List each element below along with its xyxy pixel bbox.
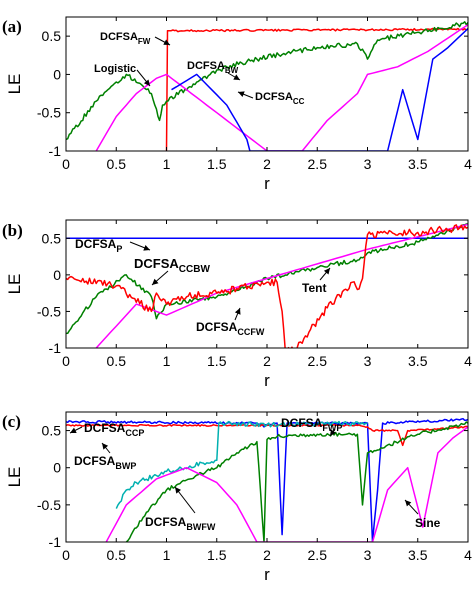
- x-tick-label: 1.5: [207, 547, 227, 563]
- annotation-arrowhead: [143, 245, 150, 251]
- y-axis-label: LE: [5, 274, 24, 295]
- x-tick-label: 2.5: [308, 156, 328, 172]
- series-line-dcfsa-fwp: [115, 420, 368, 509]
- y-tick-label: -0.5: [37, 497, 61, 513]
- series-line-dcfsa-bwfw: [125, 421, 468, 542]
- y-tick-label: -0.5: [37, 105, 61, 121]
- panel-2: 0 0.5 1 1.5 2 2.5 3 3.5 4 -1 -0.5 0 0.5 r LE (b) DCFSAP D…: [2, 219, 472, 390]
- y-tick-label: 0: [53, 66, 61, 82]
- y-tick-label: 0.5: [42, 230, 62, 246]
- x-tick-label: 3: [364, 156, 372, 172]
- annotation-label: Logistic: [94, 63, 136, 75]
- annotation-arrowhead: [323, 268, 330, 275]
- series-line-tent: [95, 223, 468, 348]
- x-tick-label: 3.5: [408, 547, 428, 563]
- x-tick-label: 4: [464, 353, 472, 369]
- panel-label: (c): [2, 412, 21, 431]
- x-tick-label: 0: [62, 547, 70, 563]
- x-tick-label: 1: [163, 353, 171, 369]
- annotation-label: DCFSACC: [255, 91, 305, 106]
- x-tick-label: 2.5: [308, 547, 328, 563]
- annotation-arrowhead: [102, 443, 109, 450]
- series-group: [66, 222, 468, 348]
- x-tick-label: 4: [464, 156, 472, 172]
- panel-label: (a): [2, 17, 22, 36]
- annotation-arrowhead: [163, 39, 170, 45]
- y-tick-label: -1: [49, 143, 62, 159]
- y-tick-label: -0.5: [37, 303, 61, 319]
- annotation-arrowhead: [70, 427, 77, 433]
- y-axis-label: LE: [5, 74, 24, 95]
- annotation-label: DCFSACCBW: [134, 256, 210, 275]
- annotation-arrowhead: [152, 278, 159, 285]
- annotation-label: DCFSAFWP: [281, 416, 342, 433]
- y-tick-label: -1: [49, 340, 62, 356]
- x-tick-label: 1.5: [207, 156, 227, 172]
- series-line-dcfsa-fw: [165, 27, 468, 151]
- x-tick-label: 2: [263, 353, 271, 369]
- y-tick-label: 0.5: [42, 28, 62, 44]
- annotation-label: DCFSABWFW: [145, 515, 216, 532]
- series-group: [66, 21, 468, 151]
- annotation-label: DCFSAP: [75, 237, 122, 254]
- annotation-arrowhead: [405, 500, 412, 507]
- x-tick-label: 0: [62, 353, 70, 369]
- series-line-dcfsa-cc: [171, 27, 468, 151]
- y-axis-label: LE: [5, 467, 24, 488]
- series-line-dcfsa-ccfw: [66, 224, 468, 348]
- annotation-label: DCFSACCP: [84, 421, 144, 438]
- x-axis-label: r: [264, 174, 270, 193]
- annotation-label: DCFSAFW: [100, 31, 151, 46]
- x-tick-label: 2: [263, 156, 271, 172]
- annotation-label: Tent: [302, 281, 326, 295]
- y-tick-label: -1: [49, 534, 62, 550]
- annotation-arrowhead: [330, 429, 336, 436]
- series-line-logistic: [95, 24, 468, 151]
- annotation-arrowhead: [233, 74, 240, 80]
- annotation-label: DCFSACCFW: [196, 320, 265, 337]
- x-tick-label: 3.5: [408, 353, 428, 369]
- panel-1: 0 0.5 1 1.5 2 2.5 3 3.5 4 -1 -0.5 0 0.5 r LE (a) DCFSAFW…: [2, 16, 472, 193]
- annotation-label: DCFSABW: [187, 60, 239, 75]
- x-axis-label: r: [264, 565, 270, 584]
- x-tick-label: 2.5: [308, 353, 328, 369]
- annotation-arrowhead: [238, 91, 245, 97]
- series-line-dcfsa-bw: [66, 21, 468, 141]
- x-tick-label: 3: [364, 547, 372, 563]
- annotation-arrowhead: [234, 308, 241, 315]
- x-tick-label: 0.5: [107, 547, 127, 563]
- x-tick-label: 0.5: [107, 353, 127, 369]
- y-tick-label: 0: [53, 267, 61, 283]
- x-tick-label: 3.5: [408, 156, 428, 172]
- annotation-arrowhead: [175, 487, 181, 494]
- x-tick-label: 2: [263, 547, 271, 563]
- x-tick-label: 3: [364, 353, 372, 369]
- series-group: [66, 417, 468, 542]
- y-tick-label: 0.5: [42, 423, 62, 439]
- x-tick-label: 4: [464, 547, 472, 563]
- panel-label: (b): [2, 221, 23, 240]
- x-axis-label: r: [264, 371, 270, 390]
- y-tick-label: 0: [53, 460, 61, 476]
- annotation-arrowhead: [143, 79, 150, 86]
- annotation-label: Sine: [415, 516, 441, 530]
- x-tick-label: 0.5: [107, 156, 127, 172]
- x-tick-label: 0: [62, 156, 70, 172]
- x-tick-label: 1: [163, 547, 171, 563]
- x-tick-label: 1: [163, 156, 171, 172]
- annotation-label: DCFSABWP: [74, 454, 136, 471]
- series-line-sine: [105, 426, 468, 542]
- panel-3: 0 0.5 1 1.5 2 2.5 3 3.5 4 -1 -0.5 0 0.5 r LE (c) DCFSACC…: [2, 411, 472, 584]
- x-tick-label: 1.5: [207, 353, 227, 369]
